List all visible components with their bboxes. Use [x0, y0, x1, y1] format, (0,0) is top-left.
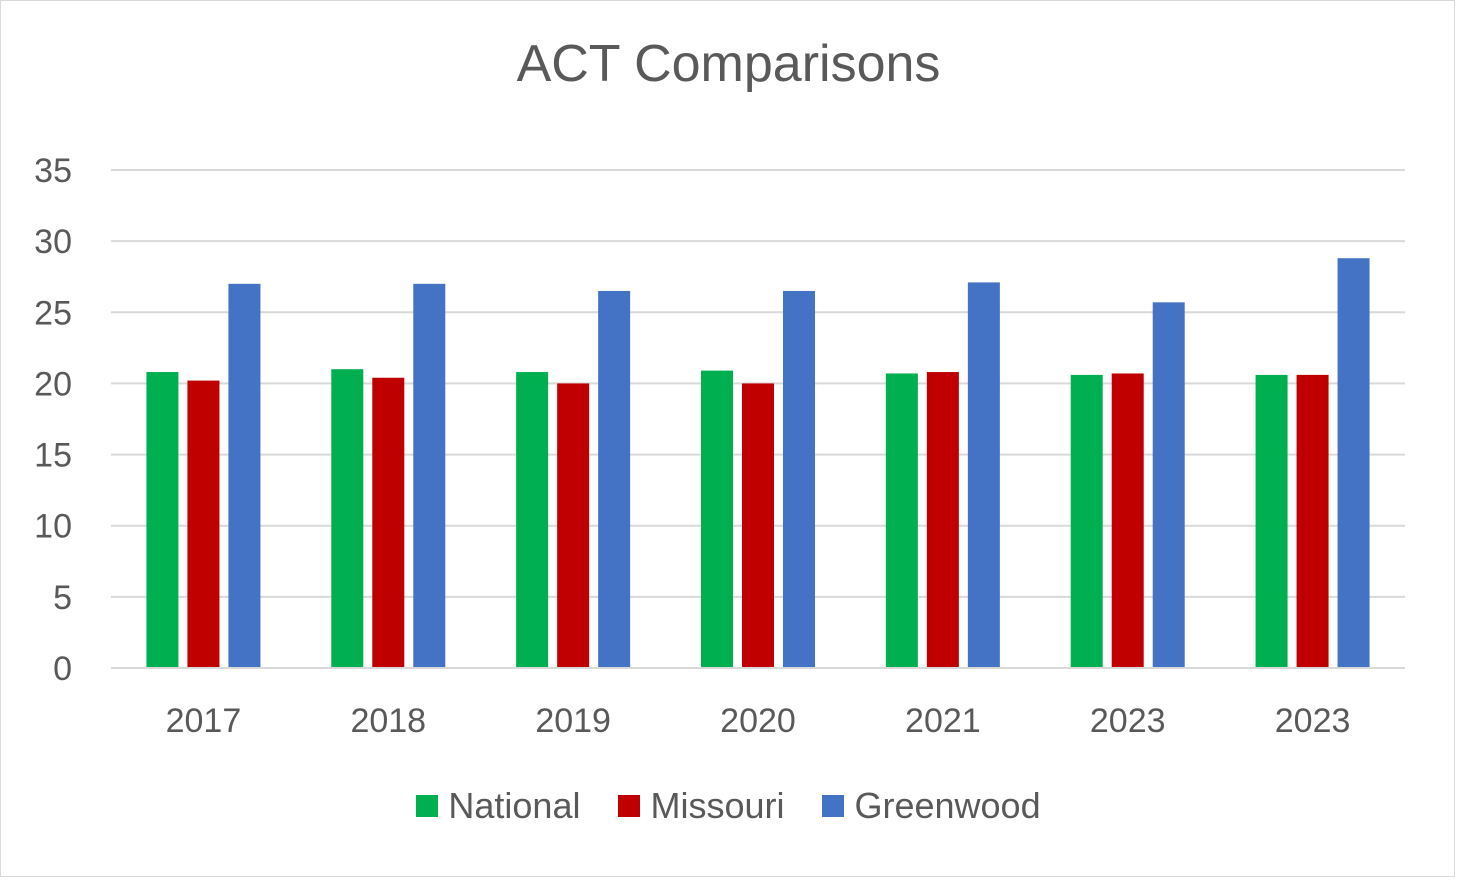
bar-missouri-0	[187, 380, 220, 668]
y-tick-label: 20	[34, 365, 72, 403]
bar-greenwood-2	[598, 290, 631, 668]
y-tick-label: 35	[34, 152, 72, 190]
y-tick-label: 15	[34, 437, 72, 475]
bar-greenwood-1	[413, 283, 446, 668]
x-tick-label: 2021	[905, 702, 981, 740]
legend-swatch-national	[416, 795, 439, 817]
bar-missouri-6	[1296, 374, 1329, 668]
y-tick-label: 25	[34, 294, 72, 332]
legend-label: Greenwood	[854, 785, 1041, 826]
bar-national-6	[1255, 374, 1288, 668]
bar-missouri-2	[557, 383, 590, 668]
x-tick-label: 2019	[535, 702, 611, 740]
legend-item-greenwood: Greenwood	[822, 785, 1041, 826]
bar-greenwood-6	[1337, 258, 1370, 668]
bar-greenwood-0	[228, 283, 261, 668]
y-tick-label: 10	[34, 508, 72, 546]
y-tick-label: 30	[34, 223, 72, 261]
bar-national-4	[885, 373, 918, 668]
legend-item-missouri: Missouri	[618, 788, 784, 824]
bar-greenwood-3	[783, 290, 815, 668]
bar-greenwood-5	[1152, 302, 1185, 668]
bar-missouri-1	[372, 377, 405, 668]
y-tick-label: 5	[53, 579, 72, 617]
legend-swatch-missouri	[618, 795, 641, 817]
bar-national-5	[1070, 374, 1103, 668]
bar-national-0	[146, 372, 179, 668]
x-tick-label: 2023	[1090, 702, 1166, 740]
bar-national-2	[516, 372, 549, 668]
x-tick-label: 2020	[720, 702, 796, 740]
legend-label: National	[448, 785, 581, 826]
bar-greenwood-4	[967, 282, 1000, 668]
legend: National Missouri Greenwood	[0, 788, 1457, 824]
x-tick-label: 2018	[350, 702, 426, 740]
y-tick-label: 0	[53, 650, 72, 688]
legend-label: Missouri	[650, 785, 785, 826]
x-tick-label: 2023	[1275, 702, 1351, 740]
x-tick-label: 2017	[166, 702, 242, 740]
legend-swatch-greenwood	[822, 795, 845, 817]
bar-missouri-5	[1111, 373, 1144, 668]
bar-national-3	[701, 370, 733, 668]
bar-missouri-3	[742, 383, 774, 668]
chart-title: ACT Comparisons	[516, 35, 941, 93]
legend-item-national: National	[416, 788, 580, 824]
bar-national-1	[331, 369, 364, 668]
bar-missouri-4	[926, 372, 959, 668]
